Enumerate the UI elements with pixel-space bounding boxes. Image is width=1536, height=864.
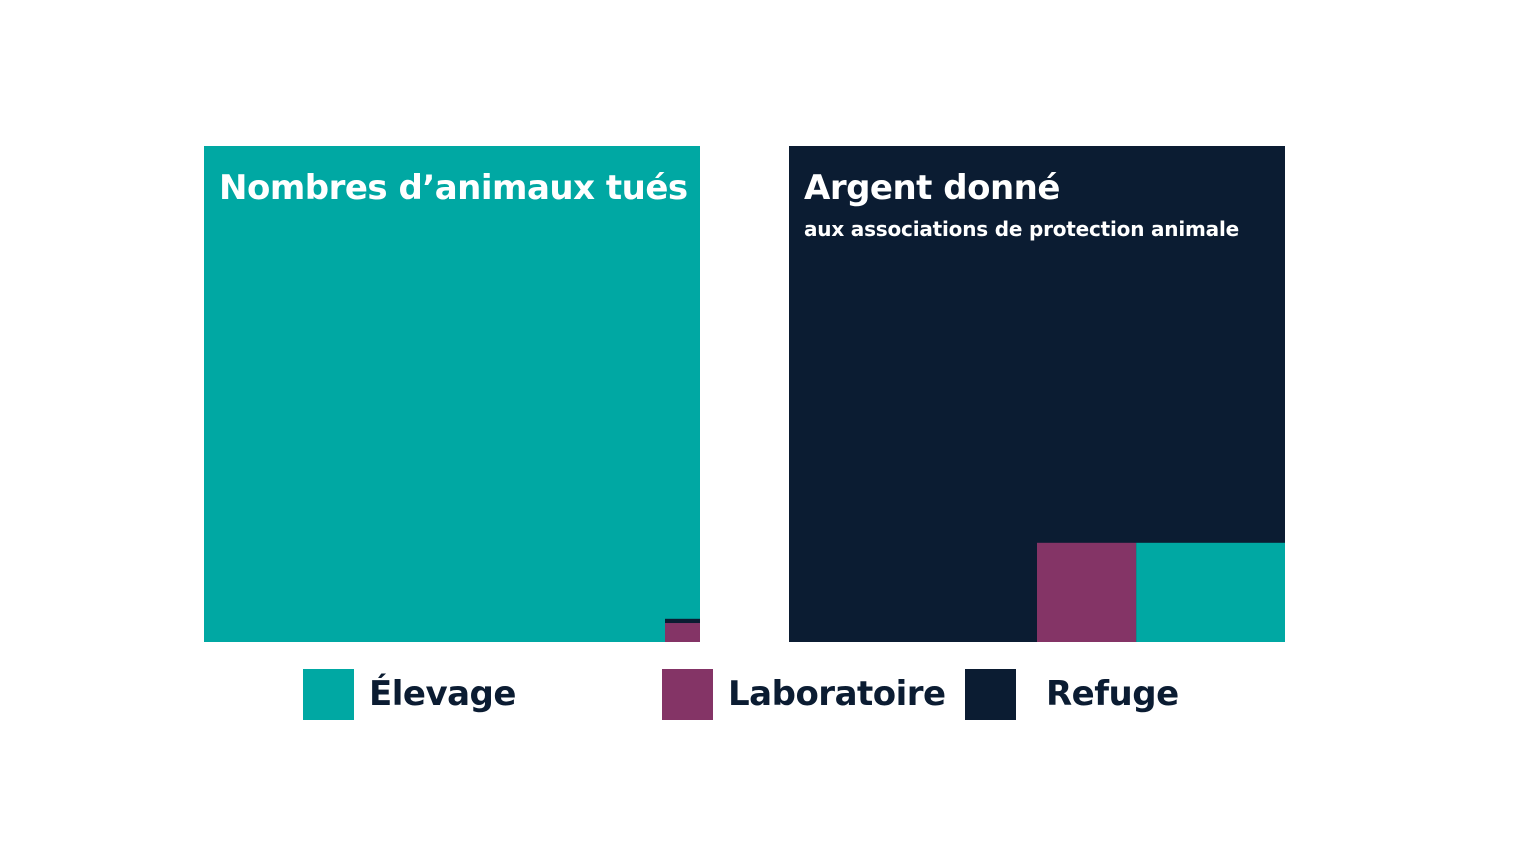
legend-item-laboratoire: Laboratoire bbox=[662, 668, 946, 720]
legend-swatch-laboratoire bbox=[662, 668, 713, 720]
treemap-cell-elevage bbox=[1136, 542, 1285, 642]
treemap-animals-killed bbox=[204, 146, 700, 642]
chart-title-money-donated: Argent donné bbox=[804, 168, 1060, 208]
treemap-cell-laboratoire bbox=[1037, 542, 1137, 642]
legend-swatch-refuge bbox=[965, 668, 1016, 720]
legend-label-laboratoire: Laboratoire bbox=[728, 674, 946, 714]
legend-item-elevage: Élevage bbox=[303, 668, 516, 720]
legend-swatch-elevage bbox=[303, 668, 354, 720]
chart-money-donated: Argent donné aux associations de protect… bbox=[789, 146, 1285, 642]
treemap-cell-laboratoire bbox=[665, 623, 700, 642]
legend-item-refuge: Refuge bbox=[965, 668, 1179, 720]
chart-animals-killed: Nombres d’animaux tués bbox=[204, 146, 700, 642]
legend-label-refuge: Refuge bbox=[1046, 674, 1179, 714]
legend-label-elevage: Élevage bbox=[369, 674, 516, 714]
chart-title-animals-killed: Nombres d’animaux tués bbox=[219, 168, 688, 208]
treemap-cell-refuge bbox=[665, 618, 700, 624]
treemap-money-donated bbox=[789, 146, 1285, 642]
chart-subtitle-money-donated: aux associations de protection animale bbox=[804, 217, 1239, 241]
treemap-cell-elevage bbox=[204, 146, 700, 642]
